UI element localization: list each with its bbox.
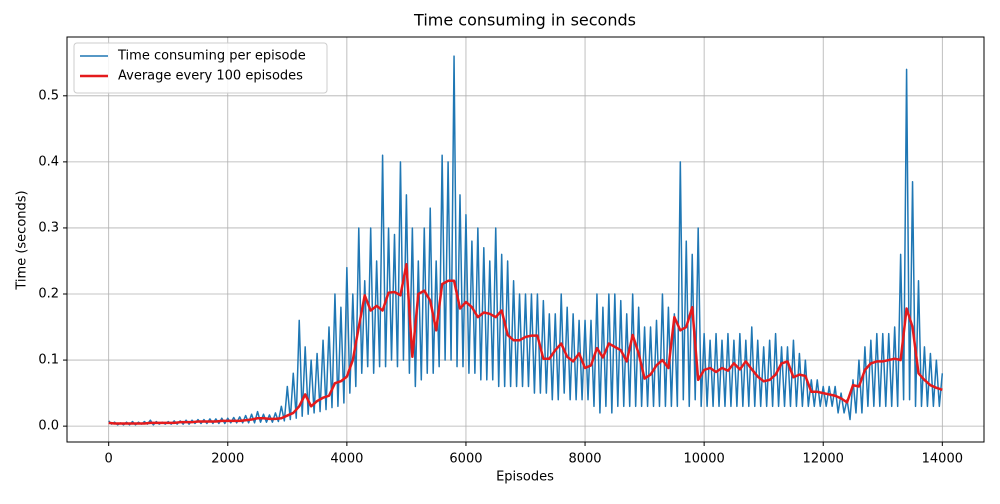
x-tick-label: 4000 (330, 452, 363, 467)
x-tick-label: 12000 (803, 452, 844, 467)
x-tick-label: 10000 (683, 452, 724, 467)
y-tick-label: 0.0 (38, 419, 59, 434)
x-axis-label: Episodes (496, 470, 554, 485)
y-tick-label: 0.4 (38, 154, 59, 169)
x-tick-label: 8000 (568, 452, 601, 467)
plot-frame (66, 36, 985, 443)
legend-label: Time consuming per episode (117, 49, 306, 64)
y-tick-label: 0.2 (38, 287, 59, 302)
y-tick-label: 0.5 (38, 88, 59, 103)
legend: Time consuming per episode Average every … (73, 42, 328, 94)
y-tick-label: 0.1 (38, 353, 59, 368)
chart-title: Time consuming in seconds (413, 11, 636, 30)
x-tick-label: 6000 (449, 452, 482, 467)
y-tick-label: 0.3 (38, 220, 59, 235)
x-tick-label: 2000 (211, 452, 244, 467)
series-line (108, 263, 943, 425)
x-tick-label: 14000 (922, 452, 963, 467)
legend-box (73, 42, 328, 94)
legend-label: Average every 100 episodes (118, 69, 303, 84)
y-axis-label: Time (seconds) (15, 190, 30, 290)
x-tick-label: 0 (105, 452, 113, 467)
